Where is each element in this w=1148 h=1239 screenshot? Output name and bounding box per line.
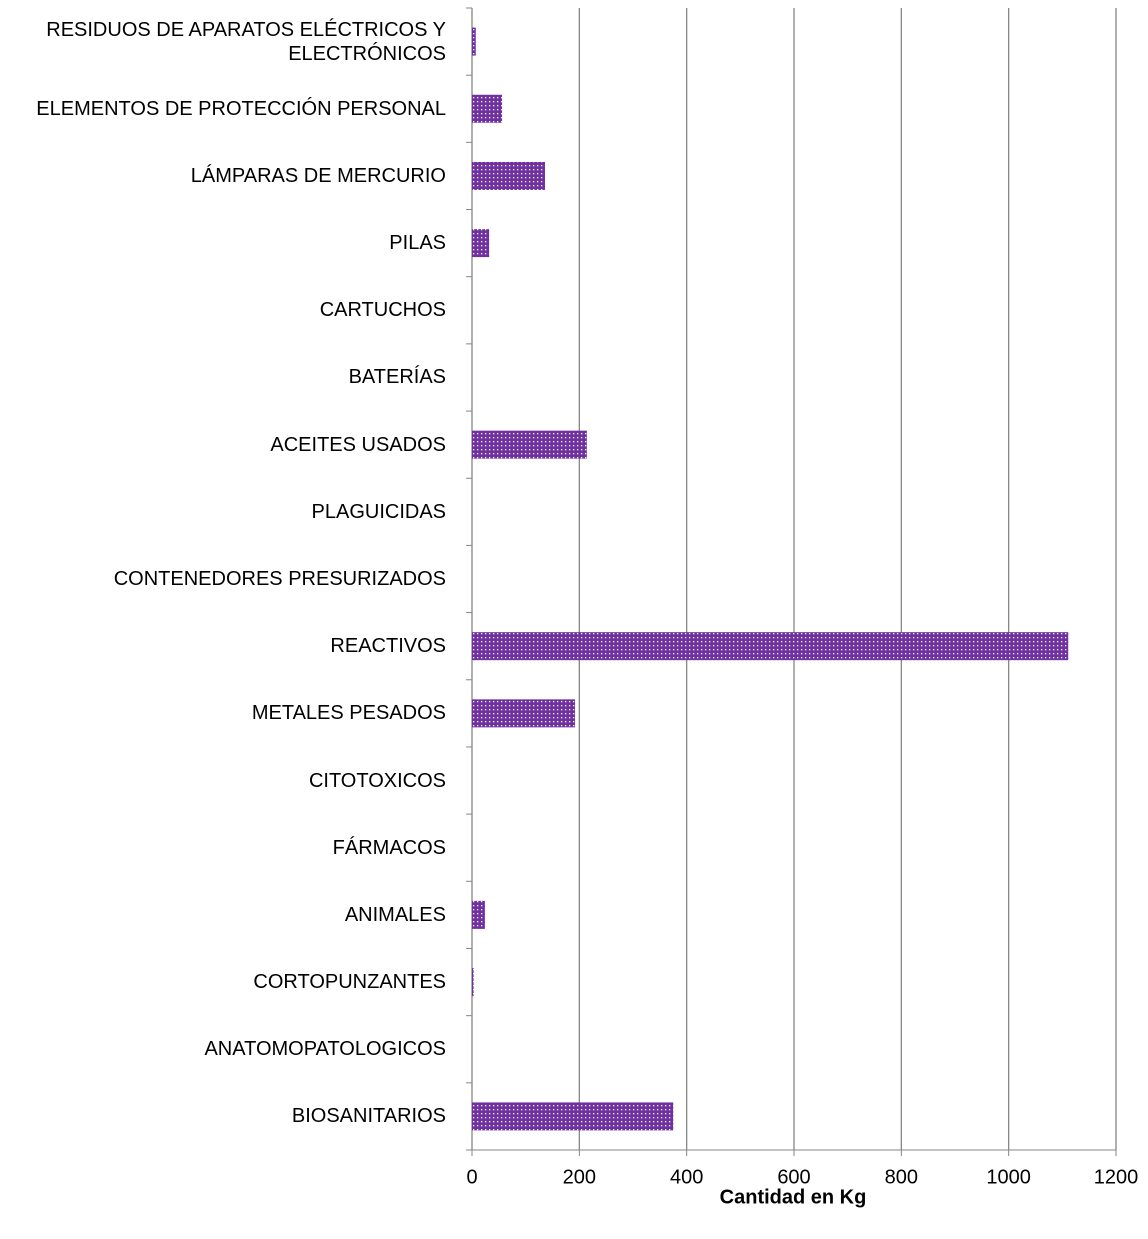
x-tick-label: 0 xyxy=(466,1166,477,1188)
y-tick-label: METALES PESADOS xyxy=(251,702,446,725)
x-tick-label: 1200 xyxy=(1094,1166,1139,1188)
x-tick-label: 800 xyxy=(885,1166,918,1188)
x-tick-label: 600 xyxy=(777,1166,810,1188)
y-tick-label: REACTIVOS xyxy=(330,635,446,658)
y-tick-label: ACEITES USADOS xyxy=(270,433,446,456)
x-tick-label: 400 xyxy=(670,1166,703,1188)
y-tick-label: PILAS xyxy=(389,232,446,255)
x-tick-label: 200 xyxy=(563,1166,596,1188)
bar xyxy=(472,968,474,997)
bar xyxy=(472,699,576,728)
y-tick-label: ELEMENTOS DE PROTECCIÓN PERSONAL xyxy=(36,97,446,120)
bar xyxy=(472,430,587,459)
bar xyxy=(472,229,490,258)
y-tick-label: PLAGUICIDAS xyxy=(311,500,446,523)
y-tick-label: CARTUCHOS xyxy=(319,299,446,322)
bar xyxy=(472,1102,674,1131)
y-tick-label: CITOTOXICOS xyxy=(308,769,446,792)
y-tick-label: CONTENEDORES PRESURIZADOS xyxy=(113,568,446,590)
y-tick-label: BIOSANITARIOS xyxy=(291,1105,446,1128)
x-tick-label: 1000 xyxy=(986,1166,1031,1188)
y-tick-label: BATERÍAS xyxy=(348,366,446,389)
y-tick-label: CORTOPUNZANTES xyxy=(253,971,446,994)
y-tick-label: ANATOMOPATOLOGICOS xyxy=(204,1038,446,1061)
bar xyxy=(472,900,485,929)
y-tick-label: LÁMPARAS DE MERCURIO xyxy=(190,164,446,187)
y-tick-label: ANIMALES xyxy=(344,903,446,926)
y-tick-label: FÁRMACOS xyxy=(332,836,446,859)
bar xyxy=(472,94,503,123)
bar xyxy=(472,632,1069,661)
bar xyxy=(472,27,476,56)
x-axis-title: Cantidad en Kg xyxy=(720,1186,867,1208)
y-tick-label: RESIDUOS DE APARATOS ELÉCTRICOS Y ELECTR… xyxy=(46,18,446,65)
bar xyxy=(472,161,545,190)
